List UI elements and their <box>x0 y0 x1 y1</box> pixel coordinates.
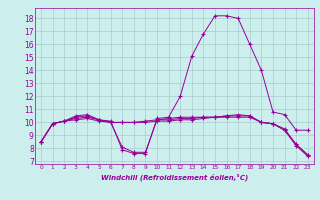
X-axis label: Windchill (Refroidissement éolien,°C): Windchill (Refroidissement éolien,°C) <box>101 173 248 181</box>
